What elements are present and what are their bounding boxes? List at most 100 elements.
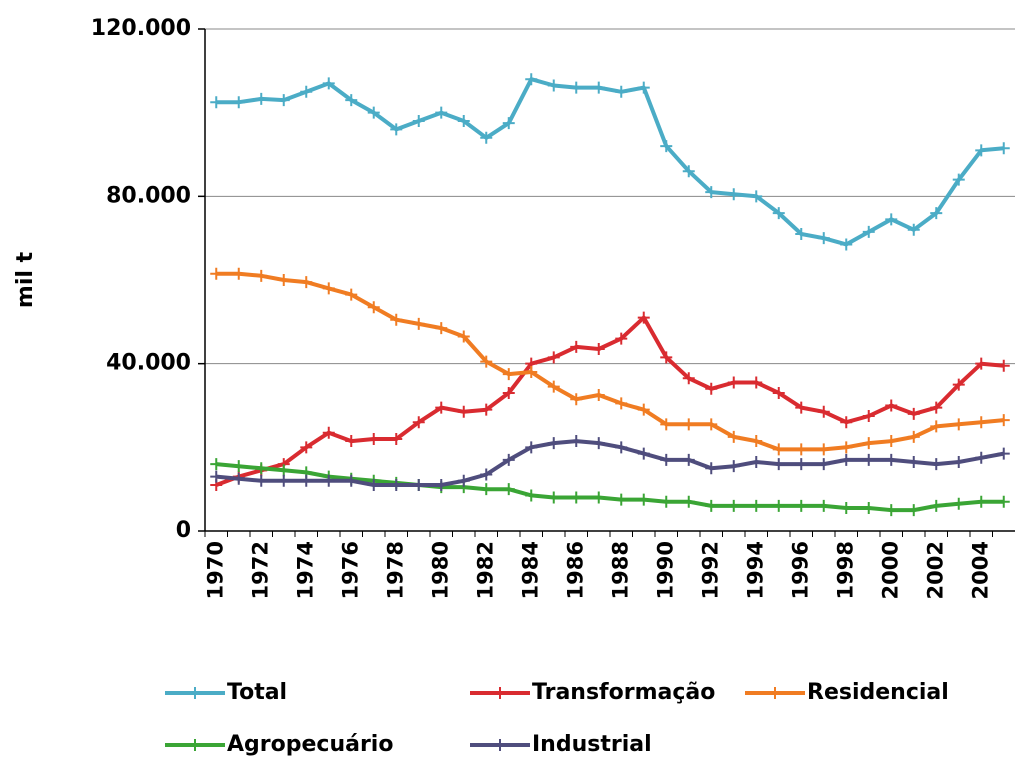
point-marker — [750, 190, 763, 203]
point-marker — [300, 474, 313, 487]
point-marker — [615, 85, 628, 98]
point-marker — [547, 380, 560, 393]
point-marker — [997, 414, 1010, 427]
point-marker — [727, 188, 740, 201]
point-marker — [682, 495, 695, 508]
point-marker — [975, 451, 988, 464]
point-marker — [300, 85, 313, 98]
point-marker — [660, 453, 673, 466]
point-marker — [750, 455, 763, 468]
x-tick-label: 1992 — [698, 541, 722, 599]
point-marker — [952, 455, 965, 468]
point-marker — [592, 491, 605, 504]
point-marker — [525, 441, 538, 454]
point-marker — [795, 499, 808, 512]
x-tick-label: 1990 — [653, 541, 677, 599]
point-marker — [390, 432, 403, 445]
point-marker — [975, 144, 988, 157]
point-marker — [817, 405, 830, 418]
y-tick-label: 0 — [176, 518, 191, 543]
x-tick-label: 1998 — [833, 541, 857, 599]
point-marker — [637, 311, 650, 324]
point-marker — [480, 403, 493, 416]
legend-marker — [494, 739, 506, 751]
x-tick-label: 1996 — [788, 541, 812, 599]
point-marker — [637, 81, 650, 94]
point-marker — [367, 106, 380, 119]
point-marker — [862, 453, 875, 466]
point-marker — [682, 165, 695, 178]
x-tick-label: 1970 — [203, 541, 227, 599]
point-marker — [547, 437, 560, 450]
point-marker — [322, 474, 335, 487]
point-marker — [457, 330, 470, 343]
point-marker — [885, 435, 898, 448]
point-marker — [367, 301, 380, 314]
y-tick-label: 40.000 — [106, 351, 191, 376]
point-marker — [885, 213, 898, 226]
point-marker — [885, 504, 898, 517]
point-marker — [502, 386, 515, 399]
point-marker — [795, 227, 808, 240]
point-marker — [480, 468, 493, 481]
point-marker — [975, 416, 988, 429]
x-tick-label: 1974 — [293, 541, 317, 599]
point-marker — [525, 489, 538, 502]
x-tick-label: 1982 — [473, 541, 497, 599]
point-marker — [525, 73, 538, 86]
point-marker — [345, 288, 358, 301]
point-marker — [930, 207, 943, 220]
point-marker — [435, 478, 448, 491]
x-tick-label: 2002 — [923, 541, 947, 599]
point-marker — [615, 397, 628, 410]
point-marker — [502, 453, 515, 466]
point-marker — [345, 94, 358, 107]
point-marker — [817, 232, 830, 245]
point-marker — [975, 495, 988, 508]
point-marker — [637, 493, 650, 506]
point-marker — [322, 77, 335, 90]
point-marker — [727, 430, 740, 443]
point-marker — [840, 453, 853, 466]
y-tick-label: 120.000 — [91, 16, 191, 41]
point-marker — [547, 351, 560, 364]
point-marker — [615, 493, 628, 506]
point-marker — [660, 495, 673, 508]
point-marker — [210, 470, 223, 483]
point-marker — [637, 447, 650, 460]
point-marker — [930, 401, 943, 414]
point-marker — [367, 478, 380, 491]
point-marker — [412, 115, 425, 128]
point-marker — [592, 81, 605, 94]
point-marker — [232, 96, 245, 109]
point-marker — [300, 441, 313, 454]
point-marker — [210, 267, 223, 280]
point-marker — [862, 437, 875, 450]
point-marker — [435, 401, 448, 414]
point-marker — [772, 207, 785, 220]
point-marker — [457, 405, 470, 418]
point-marker — [322, 282, 335, 295]
point-marker — [660, 140, 673, 153]
point-marker — [840, 416, 853, 429]
point-marker — [390, 123, 403, 136]
point-marker — [345, 435, 358, 448]
legend-marker — [189, 687, 201, 699]
point-marker — [907, 430, 920, 443]
point-marker — [570, 435, 583, 448]
point-marker — [592, 389, 605, 402]
point-marker — [390, 478, 403, 491]
point-marker — [907, 407, 920, 420]
point-marker — [705, 418, 718, 431]
legend-marker — [494, 687, 506, 699]
point-marker — [255, 462, 268, 475]
point-marker — [772, 458, 785, 471]
point-marker — [277, 474, 290, 487]
point-marker — [840, 238, 853, 251]
point-marker — [210, 458, 223, 471]
point-marker — [817, 499, 830, 512]
point-marker — [480, 355, 493, 368]
point-marker — [255, 92, 268, 105]
point-marker — [525, 366, 538, 379]
